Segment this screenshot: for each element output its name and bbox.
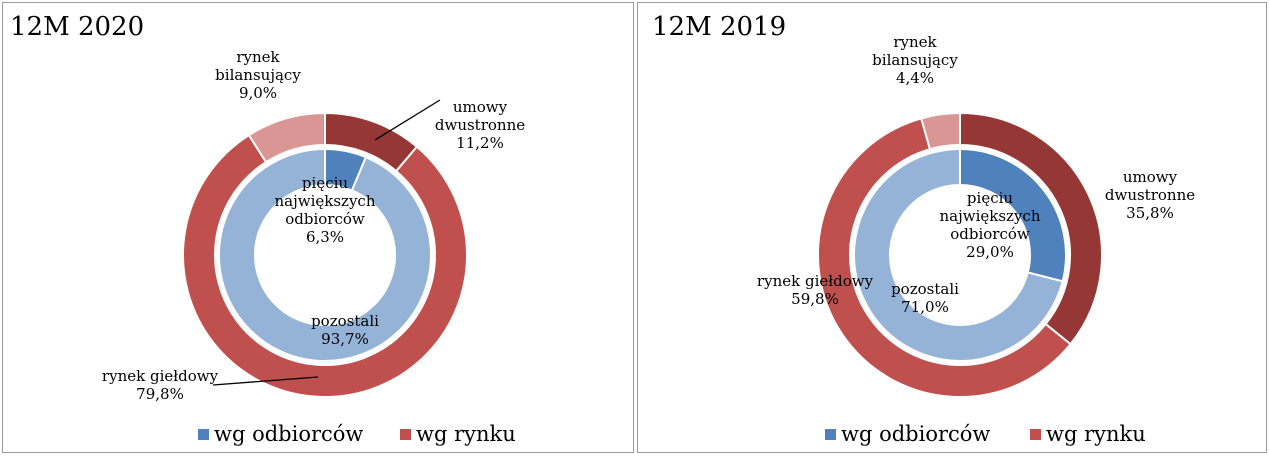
category-label: pozostali: [311, 312, 379, 330]
data-label: umowy dwustronne 35,8%: [1090, 168, 1210, 222]
category-label: rynek bilansujący: [215, 48, 301, 84]
panel: [2, 2, 634, 453]
category-label: umowy dwustronne: [1104, 168, 1196, 204]
value-label: 9,0%: [238, 84, 278, 102]
legend-label: wg odbiorców: [214, 422, 364, 446]
donut-segment: [853, 147, 1064, 362]
data-label: rynek bilansujący 9,0%: [198, 48, 318, 102]
legend-item: wg rynku: [1030, 422, 1146, 446]
value-label: 11,2%: [456, 134, 504, 152]
panel: [637, 2, 1267, 453]
value-label: 93,7%: [321, 330, 369, 348]
data-label: pięciu największych odbiorców 6,3%: [265, 174, 385, 246]
category-label: rynek bilansujący: [872, 33, 958, 69]
legend-label: wg rynku: [1046, 422, 1146, 446]
legend-item: wg rynku: [400, 422, 516, 446]
category-label: rynek giełdowy: [756, 272, 874, 290]
data-label: umowy dwustronne 11,2%: [420, 98, 540, 152]
donut-segment: [182, 133, 468, 398]
donut-segment: [247, 111, 326, 164]
data-label: rynek giełdowy 59,8%: [755, 272, 875, 308]
data-label: pięciu największych odbiorców 29,0%: [930, 189, 1050, 261]
leader-line: [212, 376, 319, 386]
category-label: rynek giełdowy: [101, 367, 219, 385]
donut-segment: [817, 117, 1072, 398]
chart-title: 12M 2020: [10, 12, 145, 42]
category-label: umowy dwustronne: [434, 98, 526, 134]
value-label: 4,4%: [895, 69, 935, 87]
legend-swatch: [1030, 428, 1041, 440]
value-label: 6,3%: [305, 228, 345, 246]
data-label: rynek giełdowy 79,8%: [100, 367, 220, 403]
data-label: pozostali 71,0%: [865, 280, 985, 316]
value-label: 71,0%: [901, 298, 949, 316]
donut-segment: [218, 147, 432, 362]
donut-segment: [920, 111, 961, 151]
chart-title: 12M 2019: [652, 12, 787, 42]
category-label: pozostali: [891, 280, 959, 298]
value-label: 79,8%: [136, 385, 184, 403]
legend-swatch: [825, 428, 836, 440]
data-label: pozostali 93,7%: [285, 312, 405, 348]
legend-item: wg odbiorców: [198, 422, 363, 446]
data-label: rynek bilansujący 4,4%: [855, 33, 975, 87]
legend-label: wg odbiorców: [841, 422, 991, 446]
legend-swatch: [400, 428, 411, 440]
legend-swatch: [198, 428, 209, 440]
value-label: 59,8%: [791, 290, 839, 308]
category-label: pięciu największych odbiorców: [939, 189, 1041, 243]
value-label: 29,0%: [966, 243, 1014, 261]
legend-label: wg rynku: [416, 422, 516, 446]
value-label: 35,8%: [1126, 204, 1174, 222]
legend-item: wg odbiorców: [825, 422, 990, 446]
category-label: pięciu największych odbiorców: [274, 174, 376, 228]
leader-line: [374, 99, 441, 141]
